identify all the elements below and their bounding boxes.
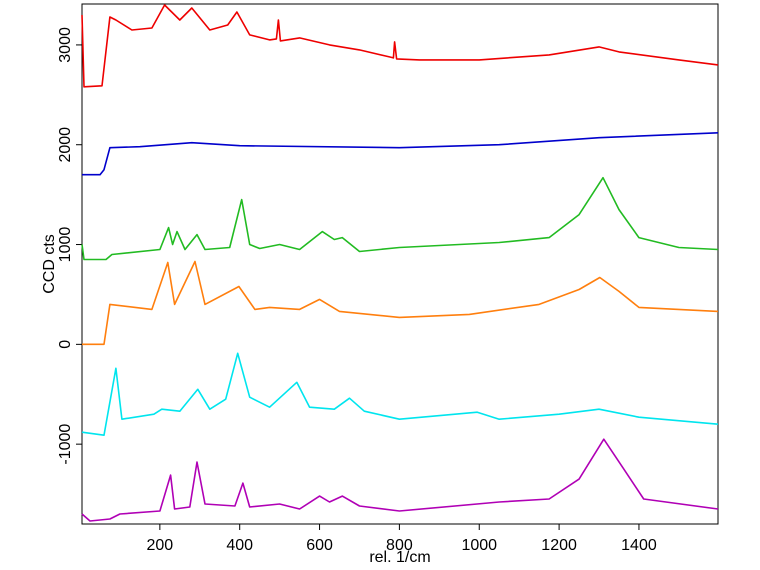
x-tick-label: 200 (147, 537, 174, 554)
x-tick-label: 600 (306, 537, 333, 554)
y-tick-label: 2000 (57, 127, 74, 163)
y-tick-label: -1000 (57, 424, 74, 465)
x-tick-label: 400 (226, 537, 253, 554)
x-axis-label: rel. 1/cm (369, 549, 430, 566)
spectrum-line (82, 260, 719, 346)
spectrum-line (81, 4, 719, 88)
y-tick-label: 1000 (57, 227, 74, 263)
x-tick-label: 1200 (541, 537, 577, 554)
x-tick-label: 1000 (461, 537, 497, 554)
spectrum-line (82, 132, 719, 176)
x-tick-label: 800 (386, 537, 413, 554)
spectrum-line (81, 352, 719, 436)
y-axis-label: CCD cts (41, 234, 58, 294)
spectrum-line (81, 176, 719, 261)
x-tick-label: 1400 (621, 537, 657, 554)
y-tick-label: 3000 (57, 27, 74, 63)
y-tick-label: 0 (57, 340, 74, 349)
spectrum-line (81, 438, 719, 522)
plot-frame (81, 3, 719, 525)
